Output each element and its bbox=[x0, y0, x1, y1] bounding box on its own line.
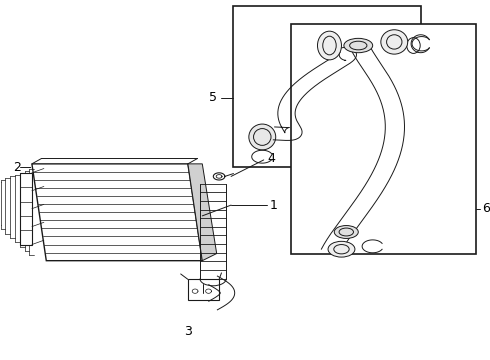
Text: 5: 5 bbox=[209, 91, 217, 104]
Text: 6: 6 bbox=[482, 202, 490, 215]
Polygon shape bbox=[32, 164, 202, 261]
Text: 1: 1 bbox=[270, 199, 277, 212]
Ellipse shape bbox=[328, 241, 355, 257]
Text: 3: 3 bbox=[184, 325, 192, 338]
Ellipse shape bbox=[381, 30, 408, 54]
Text: 4: 4 bbox=[267, 152, 275, 165]
Bar bbox=[20, 173, 32, 244]
Bar bbox=[233, 6, 421, 167]
Ellipse shape bbox=[334, 226, 358, 238]
Ellipse shape bbox=[318, 31, 342, 60]
Polygon shape bbox=[188, 164, 217, 261]
Ellipse shape bbox=[249, 124, 276, 150]
Ellipse shape bbox=[344, 39, 373, 53]
Text: 2: 2 bbox=[13, 161, 21, 174]
Bar bbox=[291, 24, 476, 253]
Bar bbox=[188, 279, 219, 300]
